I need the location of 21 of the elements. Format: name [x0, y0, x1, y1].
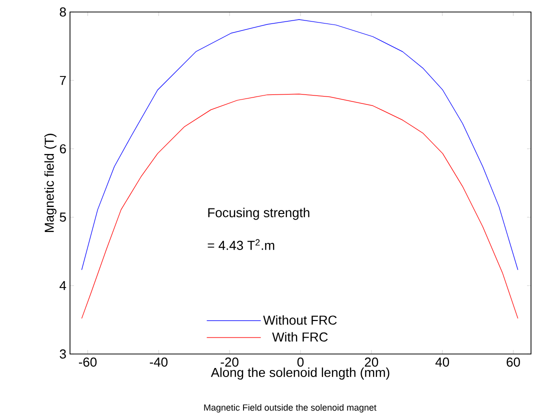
y-tick-label: 3	[60, 349, 66, 359]
legend-label: With FRC	[272, 332, 328, 342]
x-tick-label: 20	[364, 358, 378, 367]
x-tick-label: -40	[150, 358, 168, 367]
y-tick-label: 6	[60, 144, 66, 154]
annotation: = 4.43 T$^{2}$.m	[208, 239, 274, 250]
x-axis-title: Along the solenoid length (mm)	[210, 368, 390, 380]
x-tick-label: -20	[220, 358, 238, 367]
x-tick-label: 40	[435, 358, 450, 367]
x-tick-label: -60	[78, 358, 97, 367]
y-tick-label: 7	[60, 76, 66, 85]
legend-label: Without FRC	[263, 315, 337, 325]
text: Magnetic Field outside the solenoid magnet	[204, 404, 376, 412]
y-tick-label: 4	[60, 281, 66, 290]
annotation: Focusing strength	[208, 208, 310, 220]
x-tick-label: 60	[506, 358, 520, 367]
y-tick-label: 5	[60, 212, 66, 222]
x-tick-label: 0	[297, 358, 304, 367]
y-axis-title: Magnetic field (T)	[44, 134, 56, 232]
y-tick-label: 8	[60, 7, 66, 17]
line-series	[81, 19, 518, 270]
